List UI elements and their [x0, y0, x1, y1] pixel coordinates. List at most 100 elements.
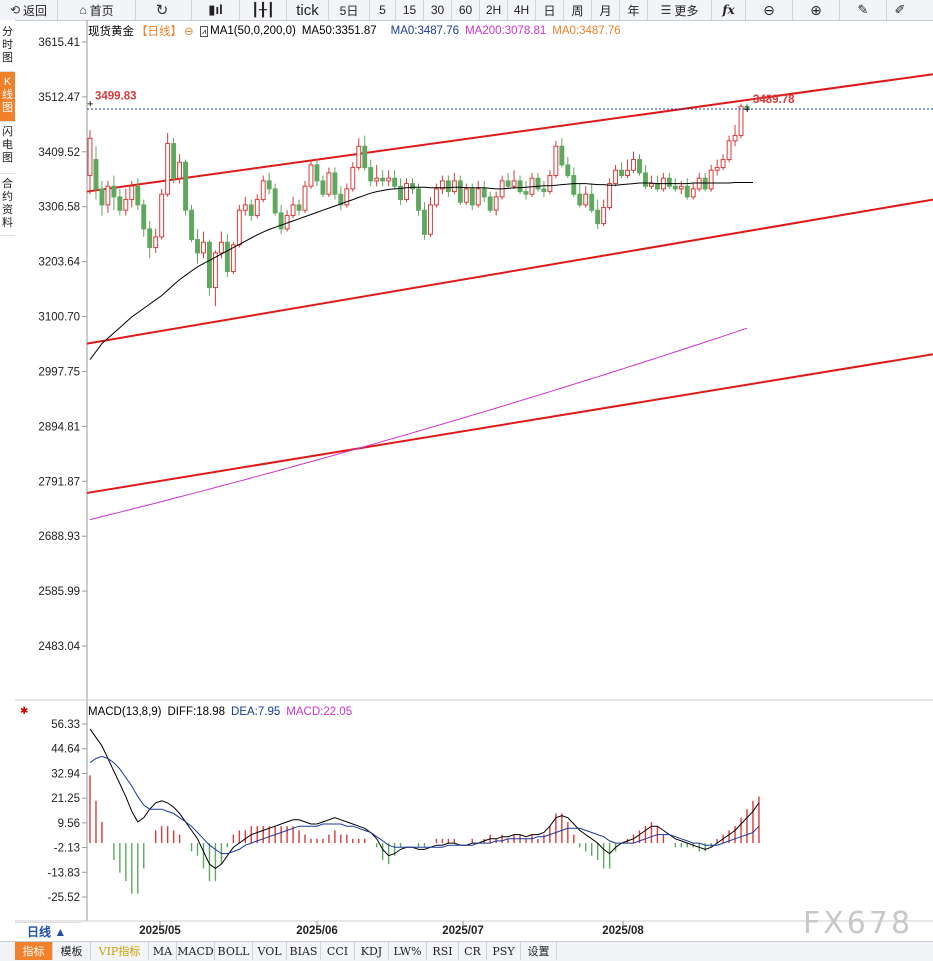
- refresh-icon: ↻: [155, 2, 169, 19]
- date-tick-label: 2025/08: [602, 925, 644, 937]
- 2h-button[interactable]: 2H: [480, 0, 508, 20]
- candle-body: [111, 185, 117, 198]
- macd-diff-value: DIFF:18.98: [167, 706, 226, 718]
- candle-body: [720, 159, 726, 169]
- candle-body: [493, 196, 499, 211]
- bottom-tab-0[interactable]: 指标: [15, 942, 53, 960]
- candle-body: [362, 145, 368, 169]
- bottom-tab-11[interactable]: RSI: [427, 942, 459, 960]
- candle-body: [266, 180, 272, 190]
- candle-body: [236, 209, 242, 246]
- 5day-button[interactable]: 5日: [329, 0, 370, 20]
- bottom-tab-3[interactable]: MA: [149, 942, 177, 960]
- candle-body: [218, 241, 224, 254]
- bottom-tab-1[interactable]: 模板: [53, 942, 91, 960]
- price-tick-label: 3100.70: [38, 312, 80, 324]
- candle-body: [141, 204, 147, 230]
- candle-body: [129, 185, 135, 201]
- sidebar-item-contract[interactable]: 合约资料: [0, 174, 15, 236]
- candle-body: [535, 177, 541, 190]
- year-button[interactable]: 年: [620, 0, 648, 20]
- kline-icon-button[interactable]: ▮ıl: [192, 0, 240, 20]
- week-button[interactable]: 周: [564, 0, 592, 20]
- period-label[interactable]: 【日线】: [136, 26, 182, 38]
- bottom-tab-5[interactable]: BOLL: [215, 942, 253, 960]
- candle-body: [386, 177, 392, 182]
- bottom-tab-8[interactable]: CCI: [321, 942, 355, 960]
- more-button[interactable]: ☰ 更多: [648, 0, 712, 20]
- candle-body: [672, 185, 678, 190]
- candle-body: [613, 169, 619, 185]
- indicator-icon: ⩘: [199, 25, 209, 37]
- candle-body: [547, 175, 553, 193]
- month-button[interactable]: 月: [592, 0, 620, 20]
- candle-body: [368, 167, 374, 182]
- candle-body: [260, 180, 266, 201]
- draw-line-button[interactable]: ✎: [840, 0, 887, 20]
- candle-body: [469, 188, 475, 206]
- zoom-in-button[interactable]: ⊕: [793, 0, 840, 20]
- eraser-button[interactable]: ✐: [887, 0, 913, 20]
- high-price-label: 3499.83: [95, 91, 137, 103]
- period-selector[interactable]: 日线 ▲: [15, 922, 81, 940]
- candle-body: [631, 159, 636, 171]
- date-tick-label: 2025/05: [139, 925, 181, 937]
- candle-body: [410, 183, 415, 190]
- candle-icon-button[interactable]: ┃╂┃: [240, 0, 287, 20]
- bottom-tab-12[interactable]: CR: [459, 942, 487, 960]
- home-button[interactable]: ⌂ 首页: [58, 0, 136, 20]
- 60min-button[interactable]: 60: [452, 0, 480, 20]
- price-tick-label: 3512.47: [38, 92, 80, 104]
- 15min-button[interactable]: 15: [396, 0, 424, 20]
- candle-body: [230, 244, 236, 273]
- formula-button[interactable]: fx: [712, 0, 746, 20]
- back-button[interactable]: ⟲ 返回: [0, 0, 58, 20]
- macd-tick-label: -2.13: [54, 843, 80, 855]
- price-tick-label: 2894.81: [38, 421, 80, 433]
- sidebar-item-flash[interactable]: 闪电图: [0, 122, 15, 174]
- bottom-tab-13[interactable]: PSY: [487, 942, 521, 960]
- candle-body: [254, 199, 260, 217]
- candle-body: [678, 185, 684, 190]
- sidebar-item-timeshare[interactable]: 分时图: [0, 20, 15, 72]
- candle-body: [147, 228, 153, 249]
- candle-body: [278, 212, 284, 230]
- macd-settings-icon: ✱: [20, 706, 28, 717]
- candle-body: [422, 209, 427, 235]
- 4h-button[interactable]: 4H: [508, 0, 536, 20]
- bottom-tab-4[interactable]: MACD: [177, 942, 215, 960]
- day-button[interactable]: 日: [536, 0, 564, 20]
- ma200-value: MA200:3078.81: [465, 25, 547, 37]
- bottom-tab-6[interactable]: VOL: [253, 942, 287, 960]
- tick-button[interactable]: tick: [287, 0, 329, 20]
- ma50-line: [89, 182, 753, 360]
- candle-body: [332, 172, 338, 195]
- candle-body: [607, 183, 613, 209]
- macd-tick-label: 9.56: [58, 818, 80, 830]
- candle-body: [505, 180, 511, 187]
- bottom-tab-9[interactable]: KDJ: [355, 942, 389, 960]
- zoom-out-button[interactable]: ⊖: [746, 0, 793, 20]
- trend-channel-line: [86, 73, 933, 193]
- 5min-button[interactable]: 5: [370, 0, 396, 20]
- candle-body: [105, 185, 111, 206]
- candle-body: [338, 193, 344, 206]
- candle-body: [356, 145, 362, 169]
- macd-tick-label: 56.33: [51, 719, 80, 731]
- settings-circle-icon[interactable]: ⊖: [184, 26, 194, 38]
- candle-body: [189, 209, 194, 241]
- bottom-tab-7[interactable]: BIAS: [287, 942, 321, 960]
- bottom-tab-2[interactable]: VIP指标: [91, 942, 149, 960]
- 30min-button[interactable]: 30: [424, 0, 452, 20]
- bottom-tab-14[interactable]: 设置: [521, 942, 557, 960]
- sidebar-item-kline[interactable]: K线图: [0, 72, 15, 122]
- bottom-tab-10[interactable]: LW%: [389, 942, 427, 960]
- candle-body: [666, 177, 672, 187]
- top-toolbar: ⟲ 返回 ⌂ 首页 ↻ ▮ıl ┃╂┃ tick 5日 5 15 30 60 2H …: [0, 0, 933, 21]
- price-tick-label: 2997.75: [38, 366, 80, 378]
- refresh-button[interactable]: ↻: [136, 0, 192, 20]
- candle-body: [583, 193, 589, 206]
- candle-body: [159, 193, 165, 238]
- candle-body: [738, 105, 744, 137]
